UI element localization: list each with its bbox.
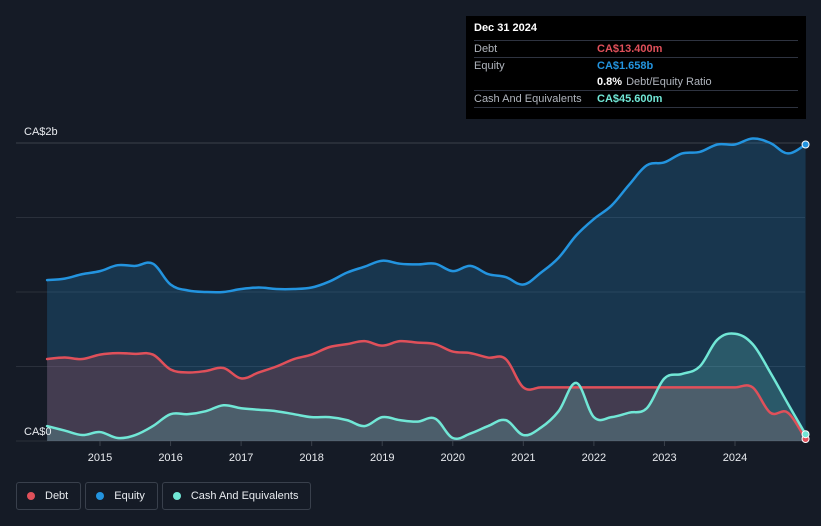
debt-line xyxy=(45,339,807,441)
tooltip-row-ratio: 0.8% Debt/Equity Ratio xyxy=(474,74,798,90)
tooltip-cash-value: CA$45.600m xyxy=(597,93,663,105)
tooltip-ratio-value: 0.8% xyxy=(597,76,623,88)
x-tick-label: 2022 xyxy=(582,452,606,464)
tooltip-equity-value: CA$1.658b xyxy=(597,60,654,72)
legend-equity-label: Equity xyxy=(114,490,145,502)
x-tick-label: 2024 xyxy=(723,452,747,464)
debt-dot-icon xyxy=(27,492,35,500)
x-tick-label: 2021 xyxy=(511,452,535,464)
x-tick-label: 2015 xyxy=(88,452,112,464)
x-tick-label: 2017 xyxy=(229,452,253,464)
x-tick-label: 2018 xyxy=(299,452,323,464)
cash-line xyxy=(45,332,807,441)
grid-lines xyxy=(16,142,805,442)
tooltip-row-cash: Cash And Equivalents CA$45.600m xyxy=(474,90,798,108)
legend: Debt Equity Cash And Equivalents xyxy=(16,482,312,510)
legend-item-debt[interactable]: Debt xyxy=(16,482,82,510)
y-axis-top-label: CA$2b xyxy=(24,126,58,138)
cash-area xyxy=(47,333,806,441)
tooltip-debt-label: Debt xyxy=(474,43,498,55)
cash-end-marker[interactable] xyxy=(801,430,810,439)
legend-cash-label: Cash And Equivalents xyxy=(190,490,299,502)
legend-debt-label: Debt xyxy=(45,490,69,502)
legend-item-equity[interactable]: Equity xyxy=(85,482,158,510)
tooltip-cash-label: Cash And Equivalents xyxy=(474,93,582,105)
equity-dot-icon xyxy=(96,492,105,500)
y-axis-bottom-label: CA$0 xyxy=(24,426,52,438)
x-tick-label: 2023 xyxy=(652,452,676,464)
equity-end-marker[interactable] xyxy=(801,140,810,149)
equity-area xyxy=(47,138,806,441)
tooltip-date: Dec 31 2024 xyxy=(474,22,537,34)
tooltip-panel: Dec 31 2024 Debt CA$13.400m Equity CA$1.… xyxy=(466,16,806,119)
cash-dot-icon xyxy=(172,492,181,500)
x-tick-label: 2020 xyxy=(441,452,465,464)
equity-line xyxy=(45,137,807,294)
x-axis-ticks: 2015 2016 2017 2018 2019 2020 2021 2022 2023 2024 xyxy=(88,441,747,464)
tooltip-debt-value: CA$13.400m xyxy=(597,43,663,55)
series-areas xyxy=(47,138,806,441)
tooltip-equity-label: Equity xyxy=(474,60,505,72)
end-markers xyxy=(801,140,810,444)
tooltip-row-debt: Debt CA$13.400m xyxy=(474,40,798,57)
series-lines xyxy=(45,137,807,441)
x-tick-label: 2016 xyxy=(158,452,182,464)
legend-item-cash[interactable]: Cash And Equivalents xyxy=(161,482,312,510)
x-tick-label: 2019 xyxy=(370,452,394,464)
tooltip-ratio-label: Debt/Equity Ratio xyxy=(626,76,712,88)
tooltip-row-equity: Equity CA$1.658b xyxy=(474,57,798,74)
